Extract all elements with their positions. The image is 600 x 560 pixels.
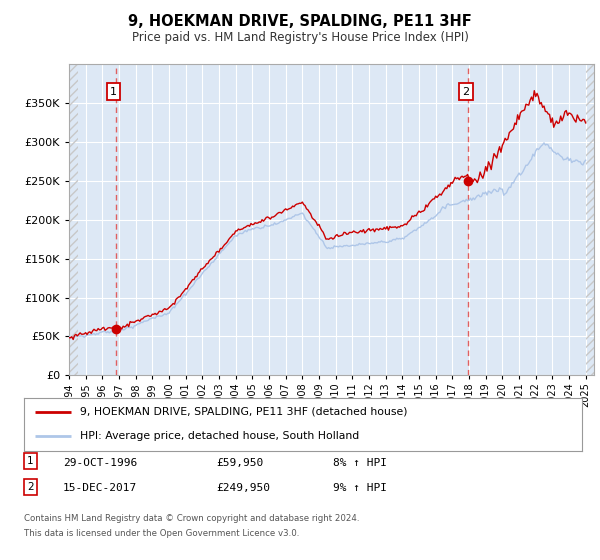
Text: 9, HOEKMAN DRIVE, SPALDING, PE11 3HF (detached house): 9, HOEKMAN DRIVE, SPALDING, PE11 3HF (de… <box>80 407 407 417</box>
Text: 1: 1 <box>110 87 117 96</box>
Text: This data is licensed under the Open Government Licence v3.0.: This data is licensed under the Open Gov… <box>24 529 299 538</box>
Text: £249,950: £249,950 <box>216 483 270 493</box>
Bar <box>69 64 78 375</box>
Text: 8% ↑ HPI: 8% ↑ HPI <box>333 458 387 468</box>
Text: £59,950: £59,950 <box>216 458 263 468</box>
Text: 29-OCT-1996: 29-OCT-1996 <box>63 458 137 468</box>
Text: Price paid vs. HM Land Registry's House Price Index (HPI): Price paid vs. HM Land Registry's House … <box>131 31 469 44</box>
Text: 15-DEC-2017: 15-DEC-2017 <box>63 483 137 493</box>
Text: 9% ↑ HPI: 9% ↑ HPI <box>333 483 387 493</box>
Text: Contains HM Land Registry data © Crown copyright and database right 2024.: Contains HM Land Registry data © Crown c… <box>24 514 359 522</box>
Bar <box>586 64 594 375</box>
Text: HPI: Average price, detached house, South Holland: HPI: Average price, detached house, Sout… <box>80 431 359 441</box>
Text: 2: 2 <box>27 482 34 492</box>
Text: 2: 2 <box>462 87 469 96</box>
Text: 1: 1 <box>27 456 34 466</box>
Text: 9, HOEKMAN DRIVE, SPALDING, PE11 3HF: 9, HOEKMAN DRIVE, SPALDING, PE11 3HF <box>128 14 472 29</box>
